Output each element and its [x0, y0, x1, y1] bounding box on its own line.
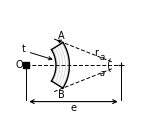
Text: a: a	[99, 69, 104, 78]
Text: A: A	[58, 31, 65, 41]
Text: e: e	[71, 103, 76, 113]
Text: a: a	[99, 53, 104, 62]
Text: t: t	[22, 44, 26, 54]
Text: B: B	[58, 90, 65, 100]
Text: r: r	[94, 48, 98, 58]
Text: O: O	[16, 60, 23, 70]
